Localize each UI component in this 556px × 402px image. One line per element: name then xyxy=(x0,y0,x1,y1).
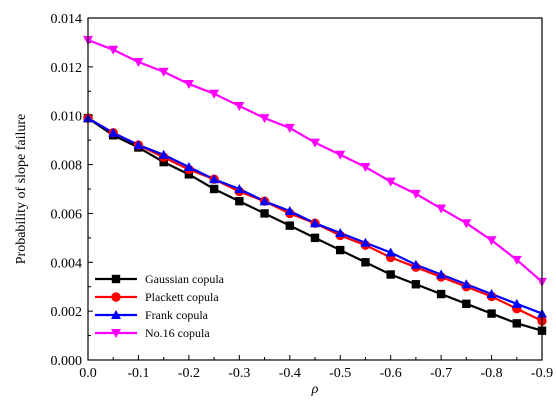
data-point xyxy=(410,259,421,269)
data-point xyxy=(108,127,119,137)
data-point xyxy=(285,221,294,230)
legend-label: No.16 copula xyxy=(145,326,210,340)
data-point xyxy=(209,184,219,194)
y-tick-label: 0.012 xyxy=(51,61,83,76)
data-point xyxy=(183,162,194,172)
legend: Gaussian copula Plackett copula Frank copu… xyxy=(95,272,225,340)
data-point xyxy=(511,255,522,265)
legend-marker xyxy=(111,329,121,338)
data-point xyxy=(259,114,270,124)
data-point xyxy=(360,163,371,173)
x-axis-title: ρ xyxy=(311,382,319,397)
y-axis-title: Probability of slope failure xyxy=(14,114,29,264)
data-point xyxy=(310,138,320,148)
x-tick-label: 0.0 xyxy=(79,366,97,381)
y-tick-label: 0.014 xyxy=(51,12,83,27)
y-tick-label: 0.006 xyxy=(51,207,83,222)
plot-frame xyxy=(87,17,543,361)
data-point xyxy=(260,209,269,218)
data-point xyxy=(487,309,496,318)
data-point xyxy=(436,289,446,299)
data-point xyxy=(486,289,497,299)
y-tick-label: 0.004 xyxy=(51,256,83,271)
data-point xyxy=(158,67,169,77)
data-point xyxy=(335,227,346,237)
data-point xyxy=(159,157,168,167)
data-point xyxy=(335,150,346,160)
data-point xyxy=(512,319,521,328)
legend-label: Gaussian copula xyxy=(145,272,225,286)
legend-label: Plackett copula xyxy=(145,290,219,304)
data-point xyxy=(462,299,471,309)
data-point xyxy=(436,269,447,279)
y-tick-label: 0.002 xyxy=(51,305,83,320)
data-point xyxy=(183,79,194,89)
data-point xyxy=(209,174,220,184)
data-point xyxy=(235,197,244,206)
data-point xyxy=(385,177,396,187)
data-point xyxy=(410,189,421,199)
legend-label: Frank copula xyxy=(145,308,209,322)
data-point xyxy=(486,236,497,246)
x-tick-label: -0.2 xyxy=(178,366,200,381)
data-point xyxy=(158,149,169,159)
x-tick-label: -0.6 xyxy=(380,366,402,381)
data-point xyxy=(461,279,472,289)
y-tick-label: 0.008 xyxy=(51,159,83,174)
legend-marker xyxy=(111,310,121,319)
data-point xyxy=(234,184,245,193)
data-point xyxy=(411,280,421,289)
data-point xyxy=(284,123,295,133)
y-tick-label: 0.000 xyxy=(51,354,83,369)
data-point xyxy=(184,170,194,179)
data-point xyxy=(133,140,144,150)
data-point xyxy=(511,298,522,308)
data-point xyxy=(360,237,371,247)
data-point xyxy=(209,89,220,99)
legend-marker xyxy=(111,274,121,284)
x-tick-label: -0.7 xyxy=(430,366,452,381)
data-point xyxy=(108,45,119,55)
series-markers xyxy=(83,35,547,335)
data-point xyxy=(336,245,345,255)
legend-marker xyxy=(111,292,121,302)
data-point xyxy=(436,204,447,214)
x-tick-label: -0.1 xyxy=(127,366,149,381)
data-point xyxy=(461,219,472,229)
data-point xyxy=(234,101,245,111)
data-point xyxy=(361,258,370,267)
data-point xyxy=(310,233,320,243)
x-axis-ticks: 0.0 -0.1 -0.2 -0.3 -0.4 -0.5 -0.6 -0.7 -0.8 -0.9 xyxy=(79,355,553,381)
data-point xyxy=(284,205,295,215)
data-point xyxy=(310,218,320,228)
x-tick-label: -0.4 xyxy=(279,366,301,381)
x-tick-label: -0.9 xyxy=(531,366,553,381)
data-point xyxy=(259,196,270,206)
data-point xyxy=(385,247,396,257)
x-tick-label: -0.5 xyxy=(329,366,351,381)
data-point xyxy=(386,270,395,279)
y-tick-label: 0.010 xyxy=(51,110,83,125)
data-point xyxy=(133,57,144,67)
x-tick-label: -0.3 xyxy=(228,366,250,381)
x-tick-label: -0.8 xyxy=(480,366,502,381)
y-axis-ticks: 0.000 0.002 0.004 0.006 0.008 0.010 0.012 0.014 xyxy=(51,12,93,369)
